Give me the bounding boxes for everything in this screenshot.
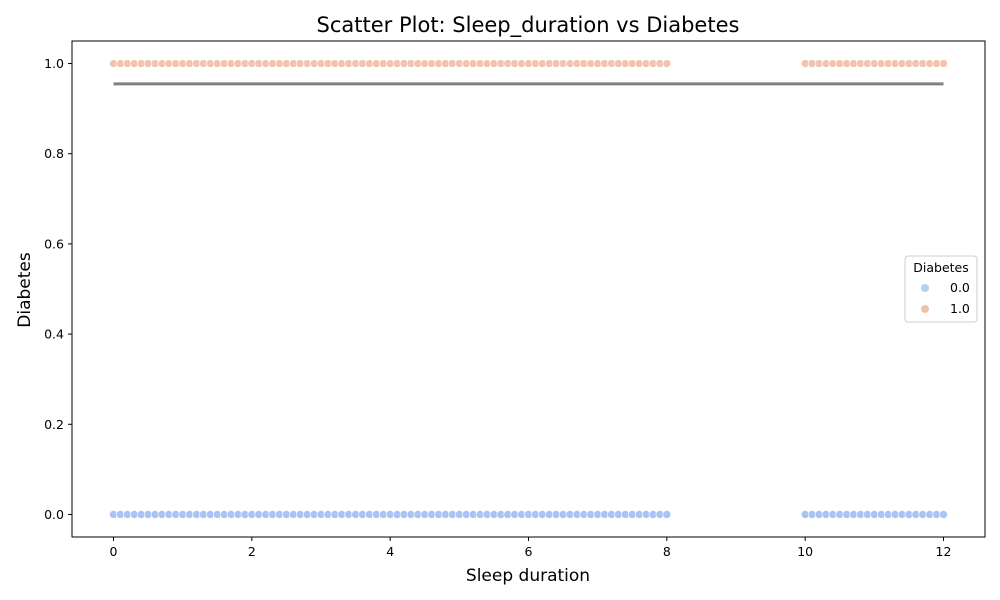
chart-title: Scatter Plot: Sleep_duration vs Diabetes <box>317 13 740 38</box>
y-tick-label-3: 0.6 <box>44 236 64 251</box>
x-tick-label-3: 6 <box>525 544 533 559</box>
x-axis: 0 2 4 6 8 10 12 <box>110 537 952 559</box>
point-series-0-80 <box>662 510 672 519</box>
legend-label-0: 0.0 <box>950 280 970 295</box>
y-axis: 0.0 0.2 0.4 0.6 0.8 1.0 <box>44 56 72 522</box>
y-tick-label-4: 0.8 <box>44 146 64 161</box>
x-tick-label-1: 2 <box>248 544 256 559</box>
point-series-1-80 <box>662 59 672 68</box>
legend-marker-0 <box>921 284 929 292</box>
legend-marker-1 <box>921 305 929 313</box>
legend-title: Diabetes <box>913 260 969 275</box>
plot-frame <box>71 40 986 538</box>
y-tick-label-2: 0.4 <box>44 327 64 342</box>
legend-box <box>904 255 978 323</box>
y-axis-label: Diabetes <box>15 252 35 328</box>
x-axis-label: Sleep duration <box>466 566 590 586</box>
legend-label-1: 1.0 <box>950 301 970 316</box>
x-tick-label-2: 4 <box>386 544 394 559</box>
y-tick-label-0: 0.0 <box>44 507 64 522</box>
y-tick-label-5: 1.0 <box>44 56 64 71</box>
legend: Diabetes 0.0 1.0 <box>904 255 978 323</box>
x-tick-label-0: 0 <box>110 544 118 559</box>
x-tick-label-5: 10 <box>797 544 813 559</box>
point-series-0-101 <box>939 510 948 519</box>
plot-area <box>71 40 986 538</box>
x-tick-label-6: 12 <box>936 544 952 559</box>
point-series-1-101 <box>939 59 948 68</box>
x-tick-label-4: 8 <box>663 544 671 559</box>
data-points <box>109 59 948 519</box>
y-tick-label-1: 0.2 <box>44 417 64 432</box>
